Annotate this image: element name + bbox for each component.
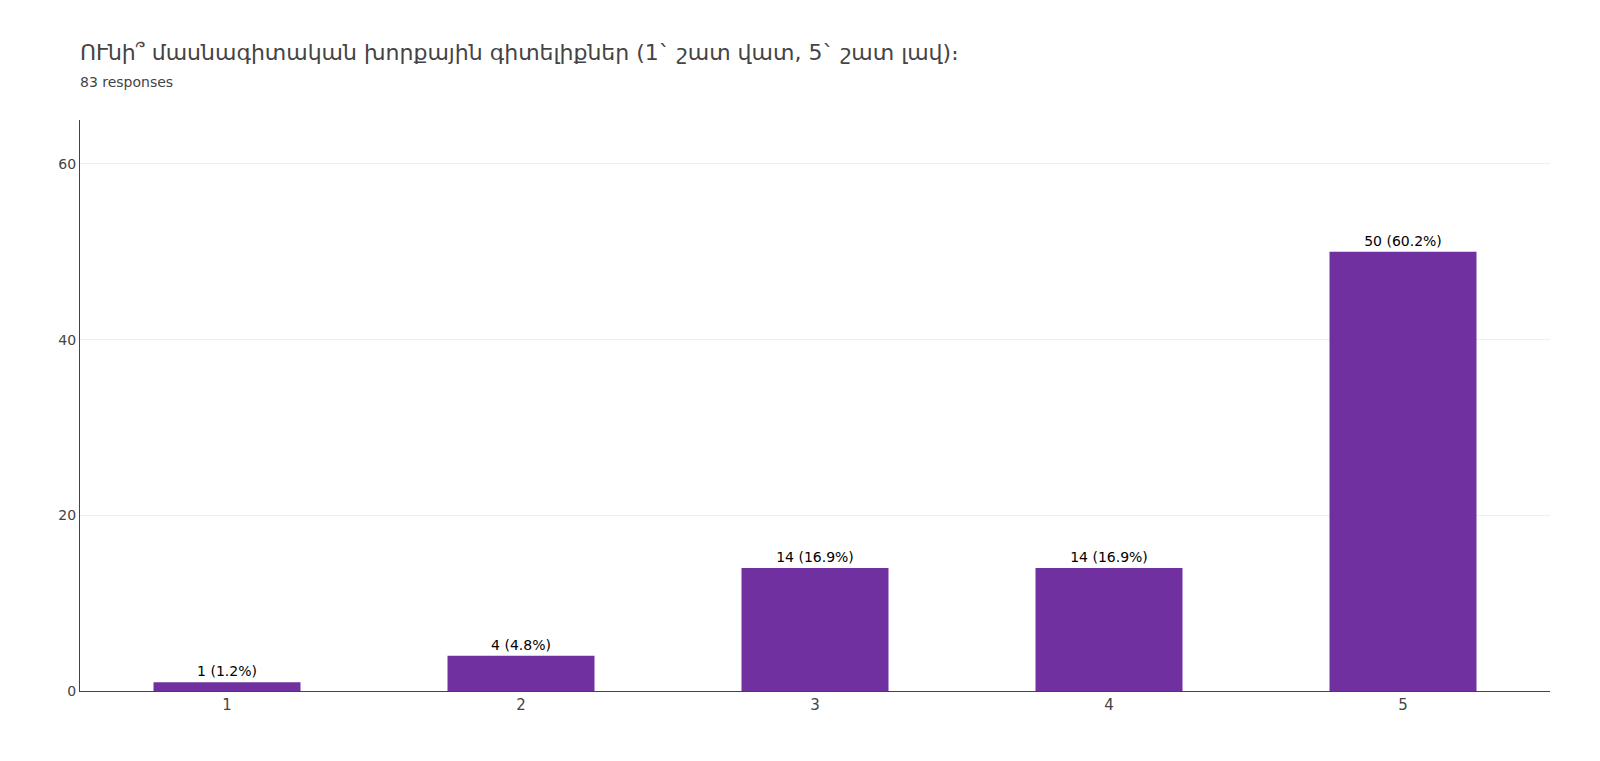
- svg-text:83 responses: 83 responses: [80, 74, 173, 90]
- svg-text:1: 1: [222, 696, 232, 714]
- svg-text:1 (1.2%): 1 (1.2%): [197, 663, 257, 679]
- svg-text:3: 3: [810, 696, 820, 714]
- svg-text:50 (60.2%): 50 (60.2%): [1364, 233, 1442, 249]
- svg-text:0: 0: [67, 683, 76, 699]
- svg-text:5: 5: [1398, 696, 1408, 714]
- svg-text:4 (4.8%): 4 (4.8%): [491, 637, 551, 653]
- svg-text:60: 60: [58, 156, 76, 172]
- svg-text:14 (16.9%): 14 (16.9%): [1070, 549, 1148, 565]
- svg-text:2: 2: [516, 696, 526, 714]
- svg-text:4: 4: [1104, 696, 1114, 714]
- svg-text:14 (16.9%): 14 (16.9%): [776, 549, 854, 565]
- svg-text:ՈՒնի՞ մասնագիտական խորքային գի: ՈՒնի՞ մասնագիտական խորքային գիտելիքներ (…: [80, 40, 959, 65]
- svg-text:20: 20: [58, 507, 76, 523]
- svg-text:40: 40: [58, 332, 76, 348]
